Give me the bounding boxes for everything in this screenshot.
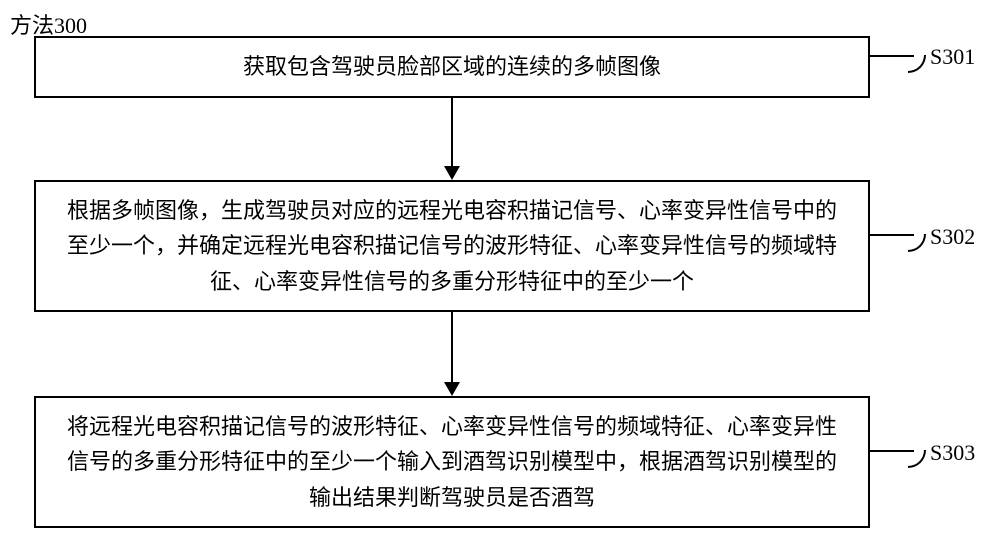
step-box-3: 将远程光电容积描记信号的波形特征、心率变异性信号的频域特征、心率变异性信号的多重… (34, 396, 870, 528)
step-text-3: 将远程光电容积描记信号的波形特征、心率变异性信号的频域特征、心率变异性信号的多重… (66, 409, 838, 515)
step-label-2: S302 (930, 224, 975, 250)
arrow-head-1 (444, 166, 460, 180)
step-label-1: S301 (930, 44, 975, 70)
step-label-3: S303 (930, 440, 975, 466)
arrow-shaft-2 (451, 312, 453, 382)
step-box-2: 根据多帧图像，生成驾驶员对应的远程光电容积描记信号、心率变异性信号中的至少一个，… (34, 180, 870, 312)
step-box-1: 获取包含驾驶员脸部区域的连续的多帧图像 (34, 36, 870, 98)
arrow-head-2 (444, 382, 460, 396)
lead-curve-1 (908, 55, 926, 73)
step-text-1: 获取包含驾驶员脸部区域的连续的多帧图像 (243, 49, 661, 84)
arrow-shaft-1 (451, 98, 453, 166)
step-text-2: 根据多帧图像，生成驾驶员对应的远程光电容积描记信号、心率变异性信号中的至少一个，… (66, 193, 838, 299)
lead-curve-2 (908, 234, 926, 252)
flowchart-canvas: 方法300 获取包含驾驶员脸部区域的连续的多帧图像 S301 根据多帧图像，生成… (0, 0, 1000, 554)
lead-curve-3 (908, 450, 926, 468)
